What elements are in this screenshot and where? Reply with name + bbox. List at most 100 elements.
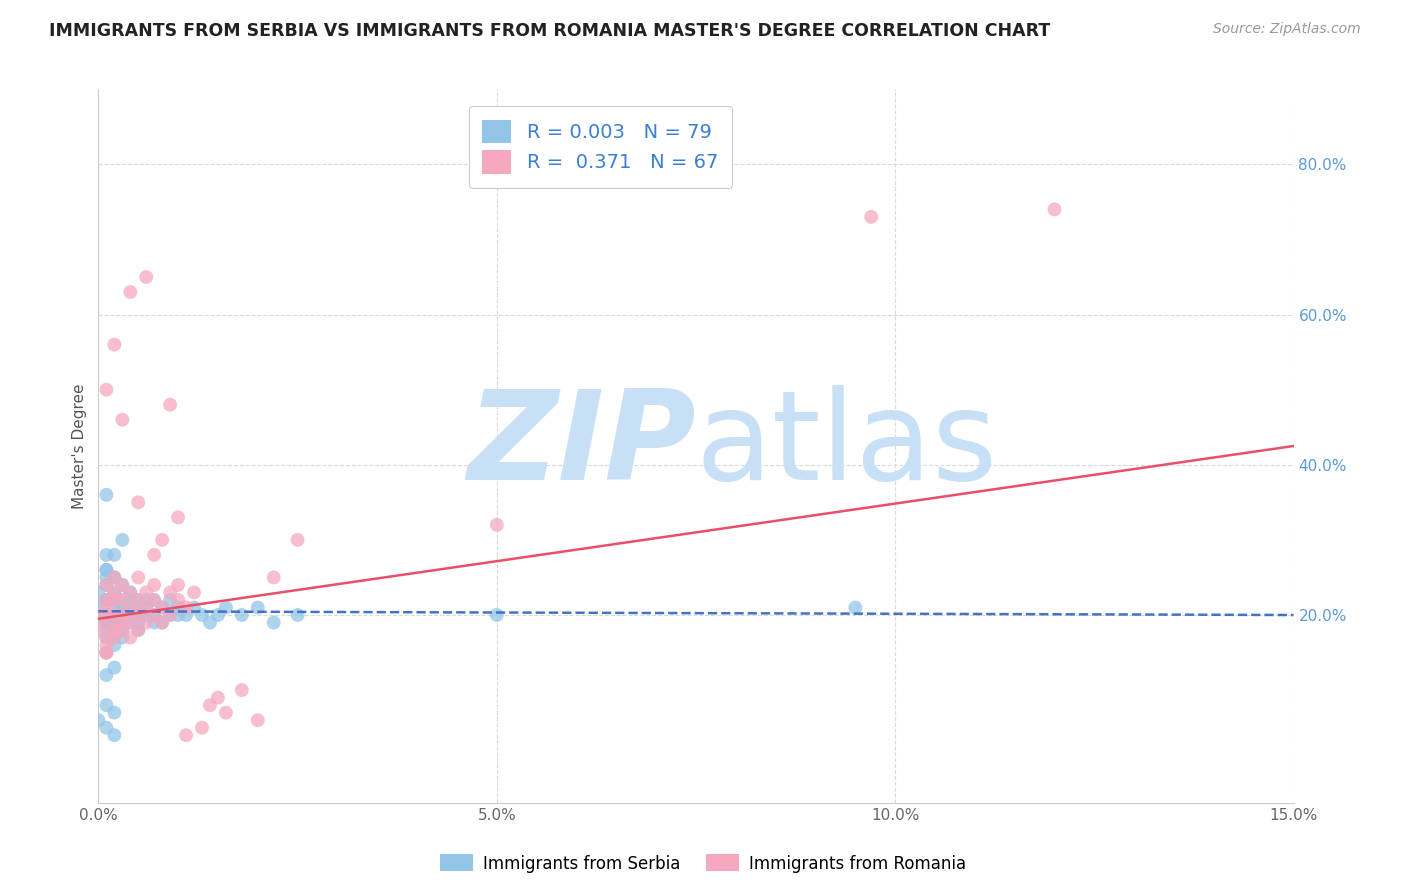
Point bbox=[207, 607, 229, 622]
Point bbox=[96, 638, 118, 652]
Point bbox=[191, 721, 214, 735]
Point bbox=[167, 593, 190, 607]
Point bbox=[87, 713, 110, 727]
Point bbox=[96, 721, 118, 735]
Point bbox=[159, 607, 181, 622]
Point bbox=[207, 690, 229, 705]
Point bbox=[111, 578, 134, 592]
Point bbox=[96, 646, 118, 660]
Point bbox=[1043, 202, 1066, 217]
Point bbox=[127, 593, 149, 607]
Point bbox=[96, 631, 118, 645]
Point bbox=[150, 615, 173, 630]
Point bbox=[120, 600, 142, 615]
Point bbox=[135, 585, 157, 599]
Point bbox=[174, 600, 197, 615]
Text: Source: ZipAtlas.com: Source: ZipAtlas.com bbox=[1213, 22, 1361, 37]
Point bbox=[167, 607, 190, 622]
Point bbox=[103, 593, 125, 607]
Point bbox=[135, 615, 157, 630]
Point bbox=[111, 623, 134, 637]
Point bbox=[96, 615, 118, 630]
Y-axis label: Master's Degree: Master's Degree bbox=[72, 384, 87, 508]
Point bbox=[103, 623, 125, 637]
Point bbox=[103, 631, 125, 645]
Point bbox=[159, 398, 181, 412]
Point bbox=[96, 383, 118, 397]
Point bbox=[96, 548, 118, 562]
Point bbox=[159, 585, 181, 599]
Point bbox=[96, 600, 118, 615]
Point bbox=[96, 615, 118, 630]
Point bbox=[231, 683, 253, 698]
Point bbox=[150, 600, 173, 615]
Point bbox=[96, 488, 118, 502]
Point bbox=[198, 615, 221, 630]
Point bbox=[103, 548, 125, 562]
Point bbox=[111, 607, 134, 622]
Point bbox=[127, 600, 149, 615]
Point bbox=[103, 607, 125, 622]
Point bbox=[263, 615, 285, 630]
Point bbox=[96, 615, 118, 630]
Point bbox=[111, 600, 134, 615]
Point bbox=[111, 533, 134, 547]
Point bbox=[127, 607, 149, 622]
Point bbox=[103, 593, 125, 607]
Point bbox=[96, 563, 118, 577]
Point bbox=[96, 623, 118, 637]
Point bbox=[96, 646, 118, 660]
Point bbox=[844, 600, 866, 615]
Point bbox=[111, 607, 134, 622]
Text: ZIP: ZIP bbox=[467, 385, 696, 507]
Point bbox=[103, 623, 125, 637]
Point bbox=[167, 600, 190, 615]
Point bbox=[120, 631, 142, 645]
Point bbox=[103, 337, 125, 351]
Point bbox=[111, 593, 134, 607]
Point bbox=[111, 615, 134, 630]
Text: IMMIGRANTS FROM SERBIA VS IMMIGRANTS FROM ROMANIA MASTER'S DEGREE CORRELATION CH: IMMIGRANTS FROM SERBIA VS IMMIGRANTS FRO… bbox=[49, 22, 1050, 40]
Point bbox=[127, 623, 149, 637]
Point bbox=[150, 600, 173, 615]
Point bbox=[231, 607, 253, 622]
Point bbox=[96, 563, 118, 577]
Legend: Immigrants from Serbia, Immigrants from Romania: Immigrants from Serbia, Immigrants from … bbox=[433, 847, 973, 880]
Point bbox=[103, 615, 125, 630]
Point bbox=[96, 607, 118, 622]
Point bbox=[103, 631, 125, 645]
Point bbox=[96, 593, 118, 607]
Point bbox=[103, 638, 125, 652]
Point bbox=[263, 570, 285, 584]
Point bbox=[135, 600, 157, 615]
Point bbox=[87, 623, 110, 637]
Point bbox=[103, 570, 125, 584]
Point bbox=[103, 607, 125, 622]
Point bbox=[103, 570, 125, 584]
Point bbox=[246, 713, 269, 727]
Point bbox=[96, 607, 118, 622]
Point bbox=[135, 270, 157, 285]
Point bbox=[111, 615, 134, 630]
Point bbox=[111, 413, 134, 427]
Point bbox=[191, 607, 214, 622]
Point bbox=[120, 615, 142, 630]
Point bbox=[103, 623, 125, 637]
Point bbox=[103, 728, 125, 742]
Point bbox=[96, 593, 118, 607]
Text: atlas: atlas bbox=[696, 385, 998, 507]
Legend: R = 0.003   N = 79, R =  0.371   N = 67: R = 0.003 N = 79, R = 0.371 N = 67 bbox=[468, 106, 733, 187]
Point bbox=[103, 585, 125, 599]
Point bbox=[135, 600, 157, 615]
Point bbox=[143, 593, 166, 607]
Point bbox=[120, 585, 142, 599]
Point bbox=[96, 578, 118, 592]
Point bbox=[183, 585, 205, 599]
Point bbox=[111, 578, 134, 592]
Point bbox=[167, 578, 190, 592]
Point bbox=[287, 533, 309, 547]
Point bbox=[167, 510, 190, 524]
Point bbox=[143, 593, 166, 607]
Point bbox=[120, 285, 142, 299]
Point bbox=[120, 615, 142, 630]
